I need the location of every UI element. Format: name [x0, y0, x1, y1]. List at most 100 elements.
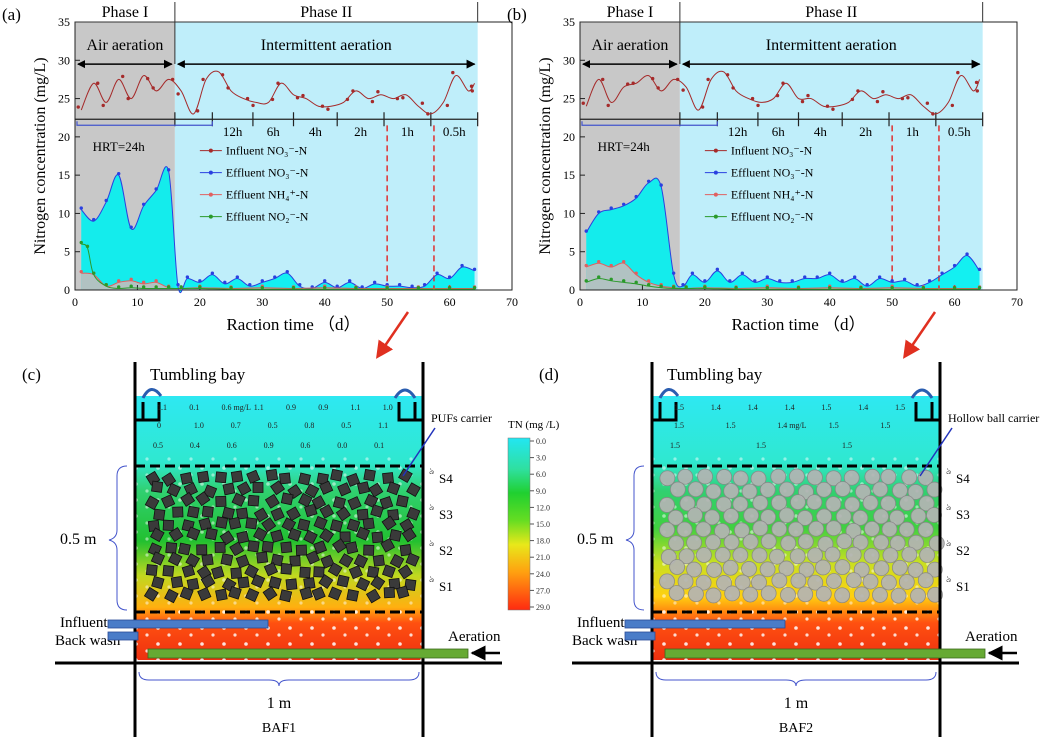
hollow-ball-carrier	[807, 469, 823, 486]
tn-colorbar: TN (mg /L) 0.0 3.0 6.0 9.0 12.0 15.0 18.0 21.0 2…	[507, 419, 560, 612]
data-point	[195, 109, 200, 113]
data-point	[117, 279, 121, 283]
data-point	[906, 96, 910, 100]
hollow-ball-carrier	[908, 534, 924, 551]
hollow-ball-carrier	[863, 547, 880, 564]
puf-carrier	[304, 483, 320, 499]
data-point	[700, 105, 705, 109]
hollow-ball-carrier	[705, 483, 722, 500]
data-point	[877, 275, 882, 279]
data-point	[154, 279, 158, 283]
hollow-ball-carrier	[687, 507, 703, 524]
hollow-ball-carrier	[716, 575, 732, 591]
puf-carrier	[280, 492, 294, 506]
tumbling-bay-left	[652, 402, 678, 422]
data-point	[952, 263, 957, 268]
hollow-ball-carrier	[890, 587, 907, 604]
puf-carrier	[229, 541, 245, 557]
hollow-ball-carrier	[778, 507, 795, 524]
data-point	[728, 279, 732, 283]
legend-marker	[713, 170, 718, 175]
x-tick-label: 70	[1011, 295, 1023, 309]
data-point	[447, 275, 452, 279]
air-aeration-label: Air aeration	[87, 37, 164, 54]
hollow-ball-carrier	[696, 547, 712, 563]
hollow-ball-carrier	[862, 573, 879, 590]
data-point	[248, 282, 252, 287]
puf-carrier	[262, 586, 278, 602]
carrier-label: Hollow ball carrier	[948, 411, 1039, 425]
hollow-ball-carrier	[760, 509, 777, 525]
hrt-24h-bracket	[76, 121, 213, 126]
hollow-ball-carrier	[892, 482, 908, 499]
data-point	[626, 82, 630, 86]
aeration-pipe	[147, 648, 469, 659]
sensor-probe-icon: ঌ	[429, 502, 434, 512]
puf-carrier	[270, 553, 284, 567]
data-point	[750, 96, 755, 101]
hollow-ball-carrier	[716, 469, 733, 485]
tn-value-label: 1.1	[254, 403, 264, 412]
data-point	[890, 286, 894, 290]
puf-carrier	[338, 553, 354, 568]
x-tick-label: 10	[131, 295, 143, 309]
puf-carrier	[268, 576, 282, 590]
x-tick-label: 50	[381, 295, 393, 309]
hollow-ball-carrier	[797, 533, 814, 550]
puf-carrier	[151, 480, 164, 493]
data-point	[345, 97, 350, 102]
puf-carrier	[143, 586, 159, 602]
tumbling-bay-label: Tumbling bay	[150, 365, 246, 384]
data-point	[372, 280, 377, 285]
tn-value-label: 1.5	[829, 421, 839, 430]
hollow-ball-carrier	[659, 470, 676, 487]
data-point	[965, 252, 969, 256]
hollow-ball-carrier	[891, 559, 908, 576]
x-axis-label: Raction time （d）	[226, 315, 360, 334]
hollow-ball-carrier	[759, 561, 776, 578]
colorbar-title: TN (mg /L)	[508, 419, 560, 431]
puf-carrier	[180, 471, 193, 485]
tn-value-label: 0.6 mg/L	[222, 403, 251, 412]
puf-carrier	[166, 482, 182, 498]
hollow-ball-carrier	[778, 560, 795, 577]
puf-carrier	[215, 516, 229, 529]
x-tick-label: 60	[444, 295, 456, 309]
data-point	[597, 275, 601, 279]
data-point	[740, 271, 745, 275]
data-point	[931, 112, 935, 116]
intermittent-arrowhead-left	[176, 60, 185, 69]
data-point	[940, 271, 944, 275]
data-point	[659, 284, 663, 288]
tn-value-label: 0.9	[286, 403, 296, 412]
hollow-ball-carrier	[880, 495, 897, 512]
hrt-segment-label: 12h	[223, 124, 243, 139]
hollow-ball-carrier	[898, 521, 915, 538]
puf-carrier	[348, 565, 363, 580]
hollow-ball-carrier	[659, 573, 675, 590]
puf-carrier	[246, 469, 261, 484]
hollow-ball-carrier	[901, 469, 918, 486]
puf-carrier	[383, 586, 396, 599]
sensor-label: S2	[956, 543, 970, 558]
air-aeration-arrowhead-left	[77, 60, 85, 69]
tn-value-label: 1.5	[674, 421, 684, 430]
data-point	[472, 267, 477, 272]
sensor-probe-icon: ঌ	[429, 466, 434, 476]
puf-carrier	[303, 529, 318, 545]
hollow-ball-carrier	[825, 496, 842, 512]
legend-marker	[208, 170, 213, 175]
puf-carrier	[386, 481, 401, 496]
tn-value-label: 1.5	[756, 441, 766, 450]
data-point	[731, 86, 735, 90]
data-point	[420, 101, 425, 105]
hollow-ball-carrier	[723, 508, 739, 524]
puf-carrier	[160, 494, 176, 509]
puf-carrier	[214, 541, 226, 553]
hollow-ball-carrier	[910, 508, 927, 524]
intermittent-aeration-label: Intermittent aeration	[766, 37, 897, 54]
colorbar-tick-label: 27.0	[536, 586, 550, 595]
data-point	[96, 81, 100, 85]
data-point	[927, 279, 932, 283]
